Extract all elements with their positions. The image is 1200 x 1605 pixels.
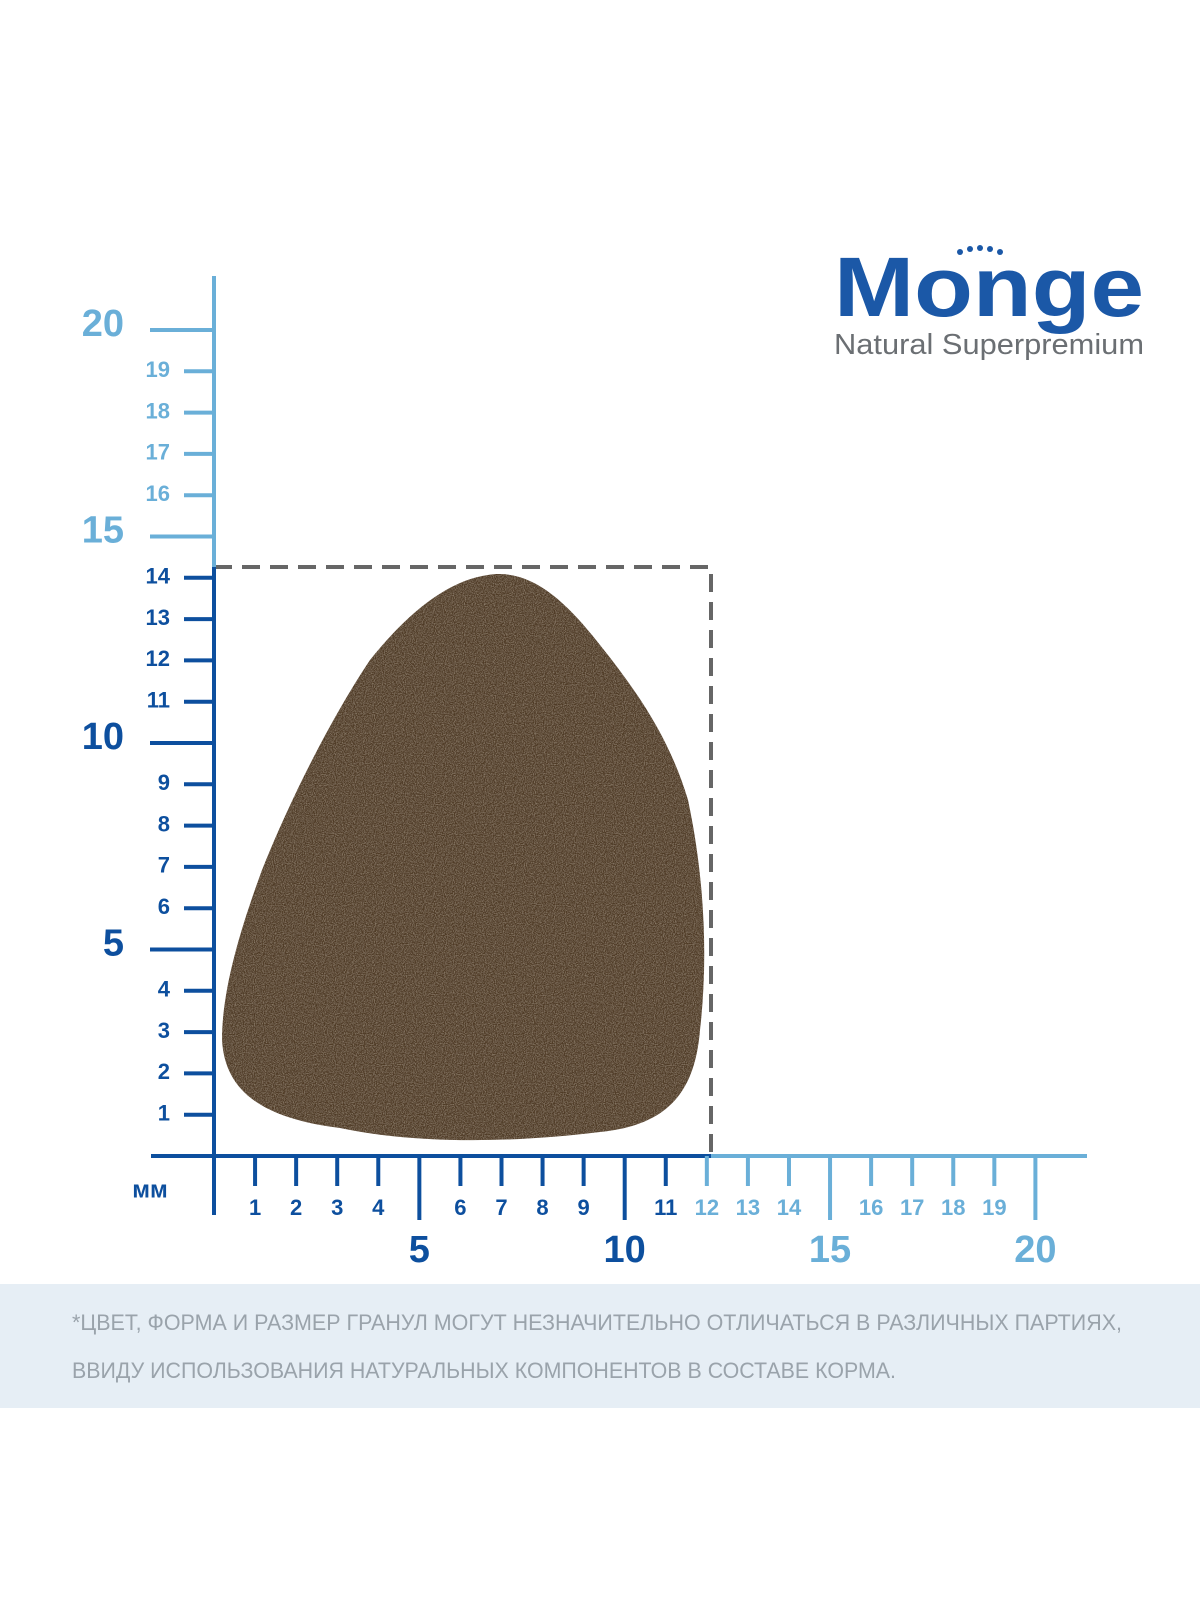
logo-stars [957, 245, 1003, 255]
x-tick-label: 12 [695, 1195, 719, 1220]
note-line: *ЦВЕТ, ФОРМА И РАЗМЕР ГРАНУЛ МОГУТ НЕЗНА… [72, 1310, 1122, 1335]
y-major-label: 20 [82, 303, 124, 345]
logo-tagline: Natural Superpremium [834, 329, 1144, 361]
x-tick-label: 8 [536, 1195, 548, 1220]
x-major-label: 10 [604, 1229, 646, 1271]
x-tick-label: 7 [495, 1195, 507, 1220]
x-major-label: 20 [1014, 1229, 1056, 1271]
note-band [0, 1284, 1200, 1408]
x-tick-label: 4 [372, 1195, 385, 1220]
x-tick-label: 13 [736, 1195, 760, 1220]
x-tick-label: 9 [578, 1195, 590, 1220]
x-tick-label: 3 [331, 1195, 343, 1220]
x-tick-label: 6 [454, 1195, 466, 1220]
y-tick-label: 6 [158, 894, 170, 919]
y-tick-label: 12 [146, 646, 170, 671]
y-major-label: 5 [103, 923, 124, 965]
x-major-label: 15 [809, 1229, 851, 1271]
y-tick-label: 14 [146, 564, 171, 589]
y-tick-label: 17 [146, 440, 170, 465]
y-tick-label: 11 [147, 688, 170, 713]
x-tick-label: 11 [654, 1195, 677, 1220]
x-major-label: 5 [409, 1229, 430, 1271]
y-tick-label: 8 [158, 811, 170, 836]
x-tick-label: 14 [777, 1195, 802, 1220]
y-tick-label: 18 [146, 398, 170, 423]
y-tick-label: 2 [158, 1059, 170, 1084]
y-tick-label: 19 [146, 357, 170, 382]
y-major-label: 10 [82, 716, 124, 758]
x-tick-label: 17 [900, 1195, 924, 1220]
y-major-label: 15 [82, 510, 124, 552]
x-tick-label: 2 [290, 1195, 302, 1220]
y-tick-label: 16 [146, 481, 170, 506]
x-tick-label: 1 [249, 1195, 261, 1220]
y-tick-label: 4 [158, 977, 171, 1002]
y-tick-label: 1 [158, 1101, 170, 1126]
y-tick-label: 9 [158, 770, 170, 795]
unit-label: мм [132, 1176, 168, 1203]
x-tick-label: 18 [941, 1195, 965, 1220]
y-tick-label: 7 [158, 853, 170, 878]
y-tick-label: 3 [158, 1018, 170, 1043]
logo-brand: Monge [834, 240, 1144, 334]
y-tick-label: 13 [146, 605, 170, 630]
note-line: ВВИДУ ИСПОЛЬЗОВАНИЯ НАТУРАЛЬНЫХ КОМПОНЕН… [72, 1358, 896, 1383]
x-tick-label: 16 [859, 1195, 883, 1220]
x-tick-label: 19 [982, 1195, 1006, 1220]
kibble [222, 574, 705, 1141]
